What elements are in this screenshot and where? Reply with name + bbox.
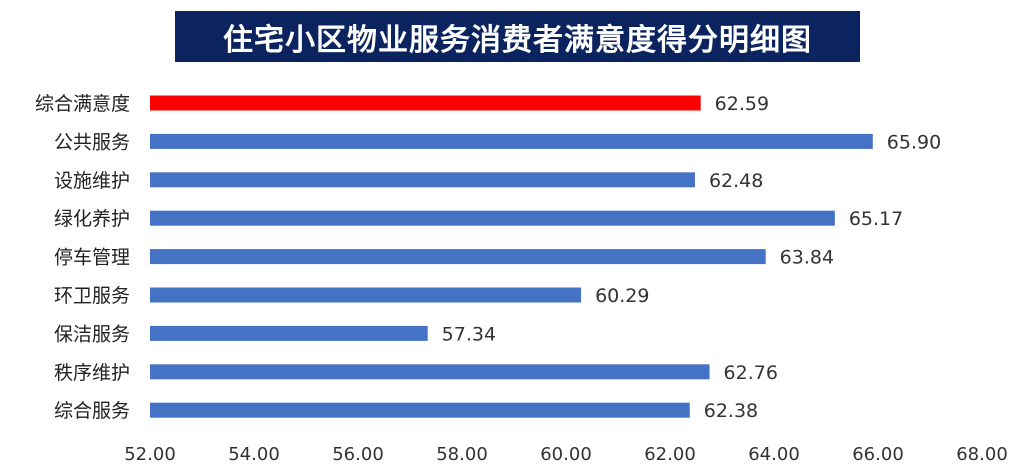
chart-title-banner: 住宅小区物业服务消费者满意度得分明细图 <box>175 11 860 62</box>
x-tick-label: 54.00 <box>228 444 280 465</box>
bar <box>150 133 873 149</box>
data-label: 57.34 <box>442 323 496 345</box>
category-label: 综合满意度 <box>35 93 130 115</box>
data-label: 62.59 <box>715 93 769 115</box>
category-label: 环卫服务 <box>54 285 130 307</box>
category-label: 设施维护 <box>54 170 130 192</box>
category-label: 绿化养护 <box>54 208 130 230</box>
category-label: 秩序维护 <box>54 362 130 384</box>
data-label: 65.90 <box>887 131 941 153</box>
data-label: 62.38 <box>704 400 758 422</box>
bar <box>150 210 835 226</box>
data-label: 62.48 <box>709 170 763 192</box>
data-label: 65.17 <box>849 208 903 230</box>
x-tick-label: 68.00 <box>956 444 1008 465</box>
bar <box>150 95 701 111</box>
x-tick-label: 66.00 <box>852 444 904 465</box>
x-tick-label: 60.00 <box>540 444 592 465</box>
data-label: 60.29 <box>595 285 649 307</box>
bar <box>150 364 710 380</box>
x-tick-label: 56.00 <box>332 444 384 465</box>
bar <box>150 172 695 188</box>
x-tick-label: 62.00 <box>644 444 696 465</box>
category-label: 公共服务 <box>54 131 130 153</box>
bar <box>150 402 690 418</box>
category-label: 保洁服务 <box>54 323 130 345</box>
chart-title: 住宅小区物业服务消费者满意度得分明细图 <box>223 22 812 58</box>
bar <box>150 287 582 303</box>
data-label: 63.84 <box>780 247 834 269</box>
bar <box>150 249 766 265</box>
category-label: 综合服务 <box>54 400 130 422</box>
category-label: 停车管理 <box>54 247 130 269</box>
data-label: 62.76 <box>724 362 778 384</box>
x-tick-label: 52.00 <box>124 444 176 465</box>
bar <box>150 325 428 341</box>
x-tick-label: 64.00 <box>748 444 800 465</box>
x-tick-label: 58.00 <box>436 444 488 465</box>
